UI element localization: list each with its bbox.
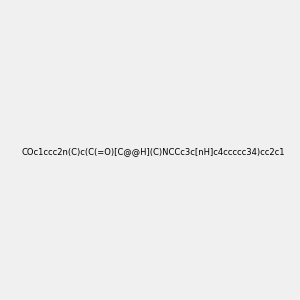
Text: COc1ccc2n(C)c(C(=O)[C@@H](C)NCCc3c[nH]c4ccccc34)cc2c1: COc1ccc2n(C)c(C(=O)[C@@H](C)NCCc3c[nH]c4… xyxy=(22,147,286,156)
